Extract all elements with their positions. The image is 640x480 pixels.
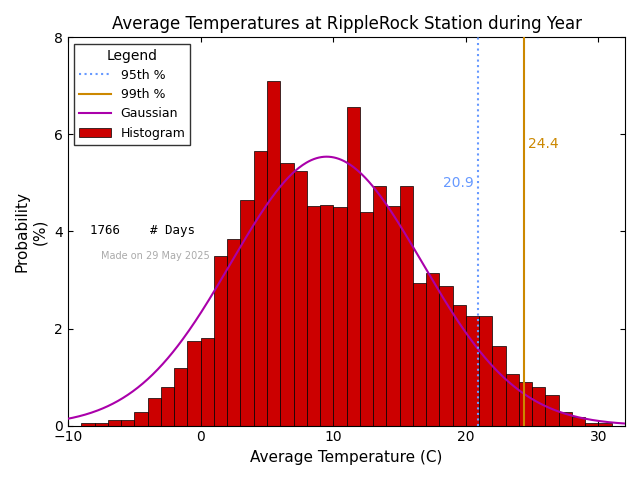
Text: Made on 29 May 2025: Made on 29 May 2025 bbox=[102, 251, 211, 261]
Bar bbox=[320, 205, 333, 426]
Bar bbox=[307, 206, 320, 426]
Bar bbox=[241, 200, 253, 426]
Bar bbox=[452, 305, 466, 426]
Text: 20.9: 20.9 bbox=[443, 176, 474, 190]
Bar bbox=[95, 423, 108, 426]
Bar bbox=[559, 412, 572, 426]
Bar bbox=[506, 373, 519, 426]
Bar bbox=[267, 81, 280, 426]
Bar bbox=[413, 283, 426, 426]
Bar bbox=[373, 186, 387, 426]
Bar bbox=[188, 341, 201, 426]
Bar bbox=[346, 107, 360, 426]
Bar bbox=[399, 186, 413, 426]
Legend: 95th %, 99th %, Gaussian, Histogram: 95th %, 99th %, Gaussian, Histogram bbox=[74, 44, 191, 144]
X-axis label: Average Temperature (C): Average Temperature (C) bbox=[250, 450, 443, 465]
Bar bbox=[280, 163, 294, 426]
Bar bbox=[598, 423, 612, 426]
Text: 1766    # Days: 1766 # Days bbox=[90, 224, 195, 237]
Bar bbox=[387, 206, 399, 426]
Bar bbox=[294, 171, 307, 426]
Bar bbox=[492, 347, 506, 426]
Y-axis label: Probability
(%): Probability (%) bbox=[15, 191, 47, 272]
Bar bbox=[201, 338, 214, 426]
Bar bbox=[440, 286, 452, 426]
Bar bbox=[174, 368, 188, 426]
Bar bbox=[426, 273, 440, 426]
Bar bbox=[253, 151, 267, 426]
Bar bbox=[227, 239, 241, 426]
Bar bbox=[148, 398, 161, 426]
Bar bbox=[134, 412, 148, 426]
Title: Average Temperatures at RippleRock Station during Year: Average Temperatures at RippleRock Stati… bbox=[111, 15, 582, 33]
Bar bbox=[214, 256, 227, 426]
Bar bbox=[519, 382, 532, 426]
Bar bbox=[360, 212, 373, 426]
Bar bbox=[572, 417, 585, 426]
Bar bbox=[333, 207, 346, 426]
Bar bbox=[466, 316, 479, 426]
Text: 24.4: 24.4 bbox=[528, 137, 559, 151]
Bar bbox=[545, 396, 559, 426]
Bar bbox=[81, 423, 95, 426]
Bar bbox=[108, 420, 121, 426]
Bar bbox=[121, 420, 134, 426]
Bar bbox=[585, 423, 598, 426]
Bar bbox=[479, 316, 492, 426]
Bar bbox=[161, 387, 174, 426]
Bar bbox=[532, 387, 545, 426]
